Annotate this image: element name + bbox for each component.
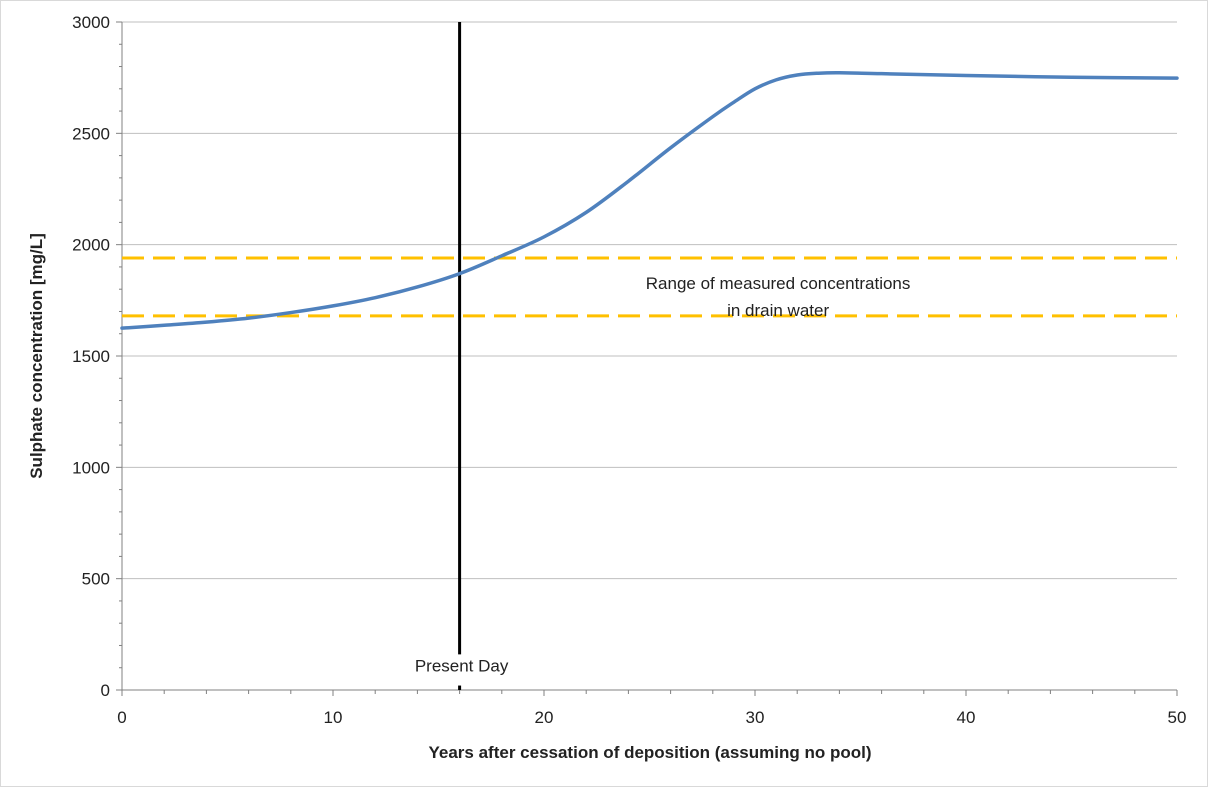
sulphate-series-line — [120, 71, 1179, 330]
y-tick-label: 2500 — [72, 124, 110, 143]
y-tick-label: 1500 — [72, 347, 110, 366]
x-axis-title: Years after cessation of deposition (ass… — [428, 743, 871, 762]
x-tick-label: 40 — [957, 708, 976, 727]
range-annotation-line: Range of measured concentrations — [646, 274, 911, 293]
y-tick-label: 3000 — [72, 13, 110, 32]
axes — [116, 21, 1178, 696]
series-layer — [120, 71, 1179, 330]
y-tick-label: 2000 — [72, 236, 110, 255]
reference-lines — [122, 22, 1177, 690]
x-tick-label: 0 — [117, 708, 126, 727]
y-tick-label: 1000 — [72, 458, 110, 477]
present-day-label: Present Day — [415, 657, 509, 676]
x-tick-label: 20 — [535, 708, 554, 727]
grid-lines — [122, 21, 1177, 580]
x-tick-label: 30 — [746, 708, 765, 727]
y-tick-label: 0 — [101, 681, 110, 700]
x-tick-label: 50 — [1168, 708, 1187, 727]
y-tick-label: 500 — [82, 570, 110, 589]
y-axis-title: Sulphate concentration [mg/L] — [27, 233, 46, 479]
range-annotation-line: in drain water — [727, 301, 829, 320]
x-tick-label: 10 — [324, 708, 343, 727]
labels: Years after cessation of deposition (ass… — [27, 13, 1186, 762]
